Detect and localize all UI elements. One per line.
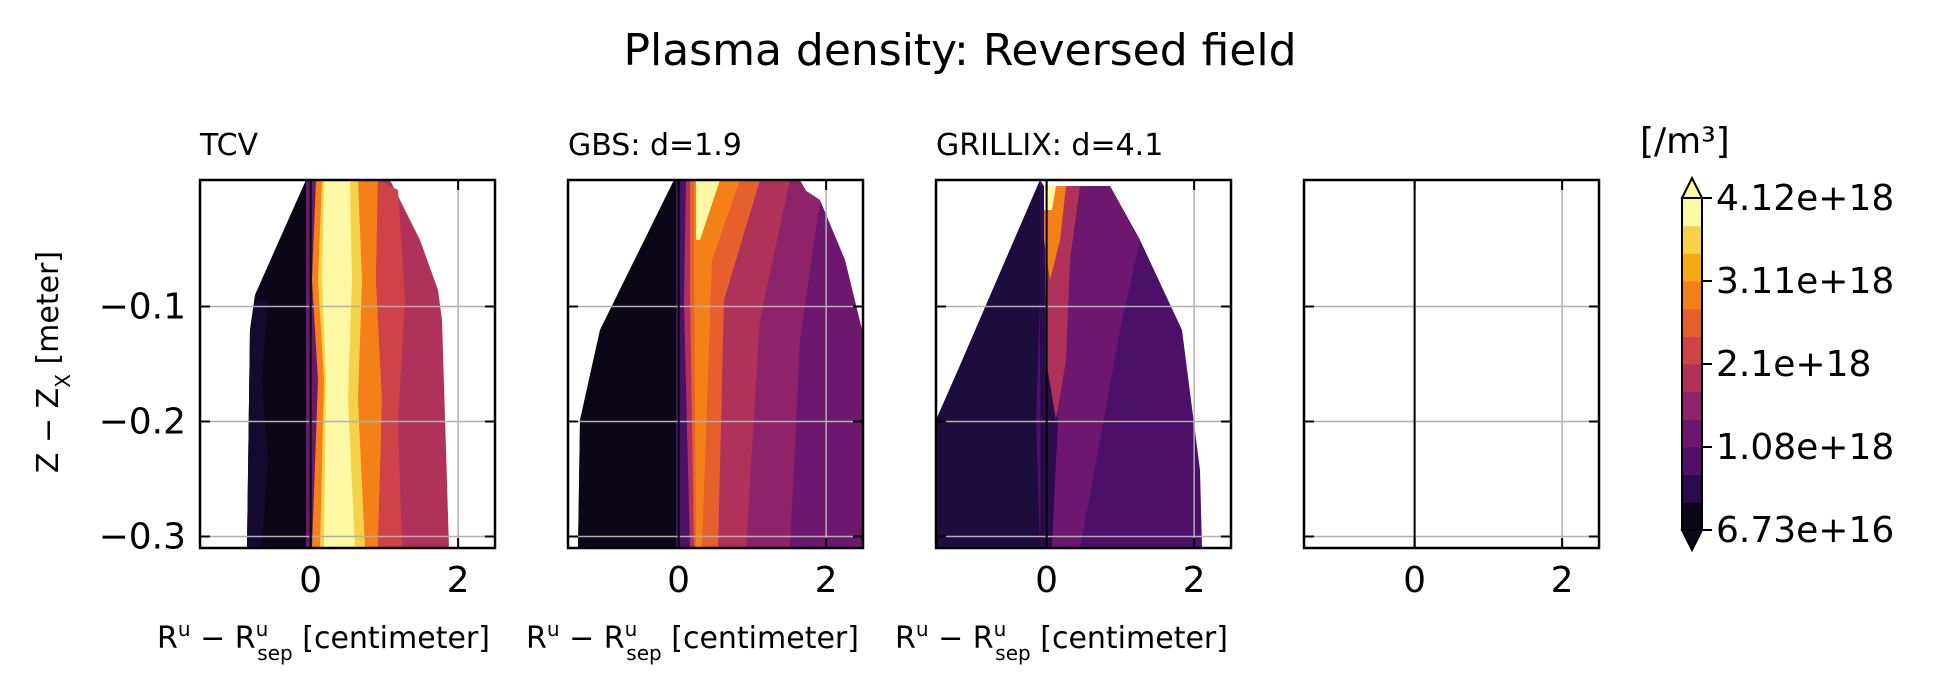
- tcv-band-pale: [322, 180, 355, 548]
- colorbar-band: [1682, 502, 1702, 531]
- colorbar-tick-label: 4.12e+18: [1716, 178, 1894, 219]
- x-tick-label: 0: [1403, 560, 1426, 601]
- panel-gbs: GBS: d=1.9: [568, 128, 862, 548]
- colorbar-tick-label: 6.73e+16: [1716, 510, 1894, 551]
- x-tick-label: 0: [1035, 560, 1058, 601]
- x-axis-label-gbs: Ru − Ru sep [centimeter]: [526, 617, 859, 665]
- axes-frame: [198, 178, 497, 550]
- x-tick-label: 2: [1551, 560, 1574, 601]
- gbs-band-deep: [676, 180, 692, 548]
- colorbar-tick-label: 1.08e+18: [1716, 427, 1894, 468]
- colorbar-tick-label: 2.1e+18: [1716, 344, 1871, 385]
- tcv-band-red: [376, 180, 405, 548]
- x-tick-label: 2: [815, 560, 838, 601]
- tcv-band-purple: [247, 300, 268, 548]
- density-contours-tcv: [247, 180, 449, 548]
- colorbar-band: [1682, 336, 1702, 365]
- colorbar-unit: [/m³]: [1640, 121, 1730, 162]
- y-tick-label: −0.2: [99, 402, 186, 443]
- colorbar-band: [1682, 419, 1702, 448]
- density-contours-grillix: [936, 180, 1202, 548]
- grillix-band-purple: [1052, 186, 1140, 548]
- colorbar-band: [1682, 253, 1702, 282]
- density-contours-gbs: [578, 180, 862, 548]
- colorbar-band: [1682, 391, 1702, 420]
- axes-frame: [934, 178, 1233, 550]
- x-axis-label-tcv: Ru − Ru sep [centimeter]: [157, 617, 490, 665]
- gbs-band-dark: [578, 180, 676, 548]
- colorbar-band: [1682, 474, 1702, 503]
- panel-grillix: GRILLIX: d=4.1: [936, 128, 1202, 548]
- grillix-band-dark: [936, 180, 1040, 548]
- colorbar: [/m³] 4.12e+18 3.11e+18 2.1e+18 1.08e+18 6.7…: [1640, 121, 1894, 553]
- x-tick-label: 2: [1183, 560, 1206, 601]
- panel-title-grillix: GRILLIX: d=4.1: [936, 128, 1163, 163]
- axes-frame: [1302, 178, 1601, 550]
- colorbar-band: [1682, 281, 1702, 310]
- y-tick-label: −0.3: [99, 517, 186, 558]
- x-tick-label: 0: [667, 560, 690, 601]
- x-tick-label: 2: [447, 560, 470, 601]
- colorbar-band: [1682, 198, 1702, 227]
- y-tick-label: −0.1: [99, 287, 186, 328]
- colorbar-tick-label: 3.11e+18: [1716, 261, 1894, 302]
- panel-title-tcv: TCV: [199, 128, 259, 163]
- colorbar-extend-min: [1680, 529, 1704, 553]
- y-axis-label: Z − ZX [meter]: [31, 251, 75, 473]
- colorbar-ticks: 4.12e+18 3.11e+18 2.1e+18 1.08e+18 6.73e+16: [1702, 178, 1894, 551]
- x-tick-label: 0: [299, 560, 322, 601]
- colorbar-band: [1682, 225, 1702, 254]
- colorbar-extend-max: [1680, 175, 1704, 199]
- colorbar-bands: [1682, 198, 1702, 531]
- axes: 0 2 −0.1 −0.2 −0.3 0 2 0 2 0 2: [99, 178, 1601, 601]
- figure-title: Plasma density: Reversed field: [623, 25, 1296, 76]
- colorbar-band: [1682, 364, 1702, 393]
- panel-title-gbs: GBS: d=1.9: [568, 128, 742, 163]
- gbs-band-amber: [694, 180, 740, 548]
- colorbar-band: [1682, 308, 1702, 337]
- colorbar-band: [1682, 447, 1702, 476]
- axes-frame: [566, 178, 865, 550]
- gbs-band-mid: [746, 180, 820, 548]
- panel-tcv: TCV: [199, 128, 449, 548]
- gbs-band-yellow: [696, 180, 720, 240]
- x-axis-label-grillix: Ru − Ru sep [centimeter]: [895, 617, 1228, 665]
